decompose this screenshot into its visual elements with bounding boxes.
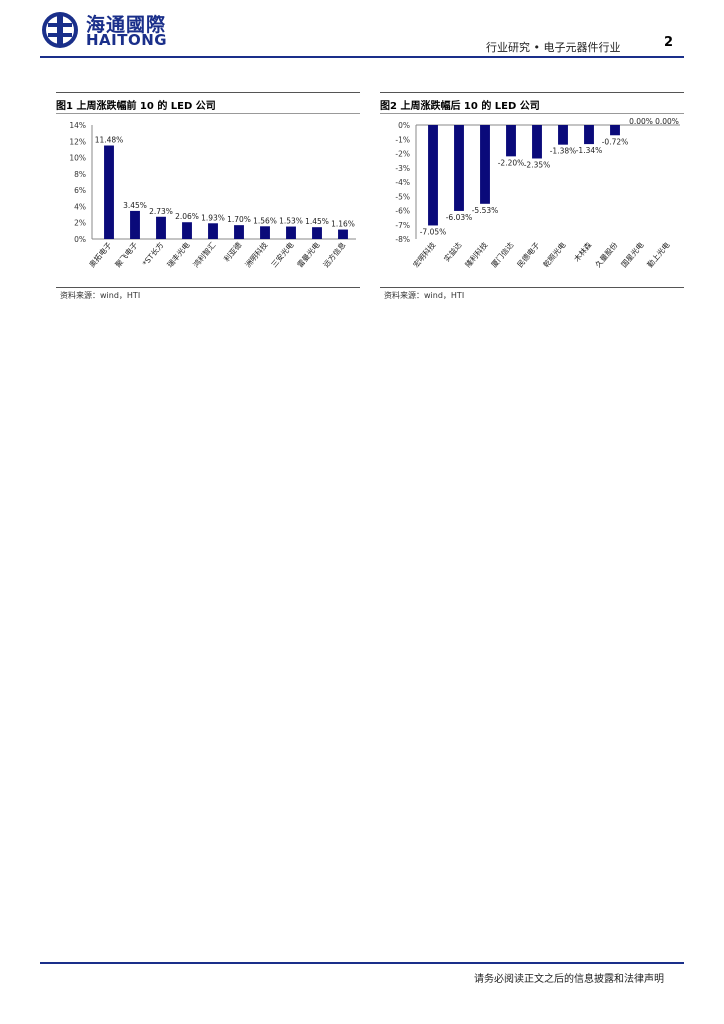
y-tick-label: 0% [74,235,86,244]
data-label: -5.53% [472,206,499,215]
data-label: 11.48% [95,136,124,145]
x-tick-label: 洲明科技 [243,239,270,269]
page-number: 2 [664,35,674,50]
x-tick-label: 乾照光电 [541,239,568,269]
x-tick-label: 隆利科技 [463,239,490,269]
y-tick-label: -3% [395,164,410,173]
bar [312,227,322,239]
footer-divider [40,962,684,964]
bar [338,229,348,239]
data-label: 0.00% [629,117,653,126]
x-tick-label: 民德电子 [515,239,542,269]
figure-1-chart: 0% 2% 4% 6% 8% 10% 12% 14% 11.48% 奥拓电子 3.45% 聚飞电子 2.… [69,121,356,269]
y-tick-label: 6% [74,186,86,195]
x-tick-label: 瑞丰光电 [165,239,192,269]
data-label: 1.56% [253,216,277,225]
y-tick-label: 12% [69,137,86,146]
bar [286,226,296,239]
data-label: 1.93% [201,213,225,222]
data-label: 1.45% [305,217,329,226]
bar [182,222,192,239]
figure-2-chart: 0% -1% -2% -3% -4% -5% -6% -7% -8% -7.05% 宏明科技 -6.0… [395,117,680,269]
data-label: -0.72% [602,137,629,146]
y-tick-label: -4% [395,178,410,187]
bar [610,125,620,136]
bar [234,225,244,239]
data-label: 1.53% [279,217,303,226]
header-divider [40,56,684,58]
footer-disclaimer: 请务必阅读正文之后的信息披露和法律声明 [474,974,664,985]
figure-2-title-rule [380,113,684,114]
data-label: -2.35% [524,160,551,169]
x-tick-label: 国星光电 [619,239,646,269]
x-tick-label: 勤上光电 [645,239,672,269]
x-tick-label: 宏明科技 [411,239,438,269]
x-tick-label: 三安光电 [269,239,296,269]
x-tick-label: 实益达 [441,239,463,263]
bar [558,125,568,145]
y-tick-label: 14% [69,121,86,130]
header-section-label: 行业研究 • 电子元器件行业 [486,41,621,54]
y-tick-label: 2% [74,219,86,228]
x-tick-label: 雷曼光电 [295,239,322,269]
data-label: 2.73% [149,207,173,216]
data-label: -6.03% [446,213,473,222]
logo-chinese-text: 海通國際 [86,14,167,36]
data-label: 3.45% [123,201,147,210]
y-tick-label: -1% [395,135,410,144]
x-tick-label: 聚飞电子 [113,239,140,269]
bar [260,226,270,239]
data-label: -7.05% [420,227,447,236]
y-tick-label: 4% [74,202,86,211]
x-tick-label: 久量股份 [593,239,620,269]
bar [532,125,542,159]
figure-2-title: 图2 上周涨跌幅后 10 的 LED 公司 [380,101,540,112]
data-label: 0.00% [655,117,679,126]
x-tick-label: 利亚德 [221,239,243,263]
bar [130,210,140,239]
haitong-emblem-icon [42,12,78,48]
figure-1-source: 资料来源：wind，HTI [60,291,141,300]
data-label: 1.16% [331,220,355,229]
bar [480,125,490,204]
bar [506,125,516,157]
y-tick-label: -6% [395,207,410,216]
data-label: 1.70% [227,215,251,224]
x-tick-label: 厦门信达 [489,239,516,269]
x-tick-label: 木林森 [571,239,593,263]
figure-2-panel: 图2 上周涨跌幅后 10 的 LED 公司 0% -1% -2% -3% -4% -5% -… [380,92,684,288]
bar [454,125,464,211]
x-tick-label: 远方信息 [321,239,348,269]
figure-1-title: 图1 上周涨跌幅前 10 的 LED 公司 [56,101,216,112]
y-tick-label: 8% [74,170,86,179]
logo-english-text: HAITONG [86,31,168,49]
x-tick-label: 鸿利智汇 [191,239,218,269]
figure-2-source: 资料来源：wind，HTI [384,291,465,300]
haitong-logo: 海通國際 HAITONG [40,10,170,50]
bar [208,223,218,239]
bar [104,145,114,239]
y-tick-label: -7% [395,221,410,230]
y-tick-label: 10% [69,154,86,163]
figure-1-panel: 图1 上周涨跌幅前 10 的 LED 公司 0% 2% 4% 6% 8% 10% 12% 14… [56,92,360,288]
data-label: 2.06% [175,212,199,221]
data-label: -2.20% [498,158,525,167]
bar [156,216,166,239]
figure-1-title-rule [56,113,360,114]
data-label: -1.38% [550,147,577,156]
x-tick-label: *ST长方 [140,239,166,267]
data-label: -1.34% [576,146,603,155]
bar [584,125,594,145]
x-tick-label: 奥拓电子 [87,239,114,269]
bar [428,125,438,226]
y-tick-label: -8% [395,235,410,244]
y-tick-label: -2% [395,150,410,159]
y-tick-label: 0% [398,121,410,130]
y-tick-label: -5% [395,192,410,201]
